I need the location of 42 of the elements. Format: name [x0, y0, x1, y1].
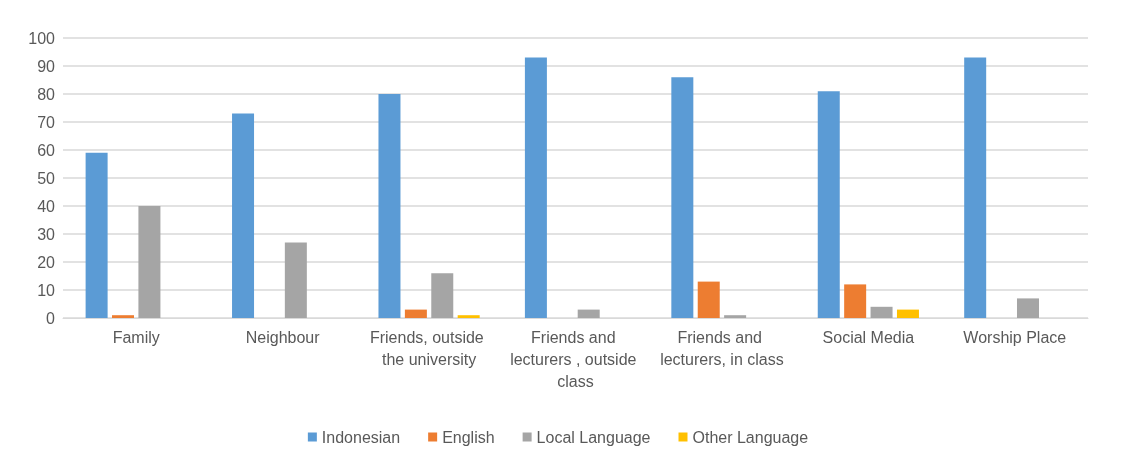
bar — [964, 57, 987, 318]
y-tick-label: 10 — [37, 281, 56, 299]
x-tick-label: Friends, outside the university — [369, 328, 489, 368]
bar — [404, 309, 427, 318]
legend-label: Indonesian — [321, 428, 401, 446]
y-tick-label: 20 — [37, 253, 56, 271]
bar — [284, 242, 307, 318]
legend-label: English — [442, 428, 495, 446]
y-tick-label: 80 — [37, 85, 56, 103]
bar — [431, 273, 454, 318]
x-tick-label: Friends and lecturers, in class — [660, 328, 784, 368]
bar — [870, 306, 893, 318]
bar — [232, 113, 255, 318]
bar — [697, 281, 720, 318]
y-tick-label: 90 — [37, 57, 56, 75]
y-tick-label: 70 — [37, 113, 56, 131]
bar — [844, 284, 867, 318]
bar — [138, 206, 161, 318]
legend-label: Other Language — [692, 428, 809, 446]
legend-label: Local Language — [536, 428, 651, 446]
x-tick-label: Friends and lecturers , outside class — [510, 328, 641, 390]
bar — [671, 77, 694, 318]
x-tick-label: Neighbour — [245, 328, 321, 346]
bar — [524, 57, 547, 318]
bar — [896, 309, 919, 318]
bar — [378, 94, 401, 318]
bar — [1016, 298, 1039, 318]
y-tick-label: 100 — [28, 29, 56, 47]
bar — [85, 152, 108, 318]
x-tick-label: Family — [112, 328, 160, 346]
bar — [817, 91, 840, 318]
y-tick-label: 0 — [46, 309, 56, 327]
y-tick-label: 60 — [37, 141, 56, 159]
bar — [457, 315, 480, 318]
bar — [112, 315, 135, 318]
y-tick-label: 40 — [37, 197, 56, 215]
x-tick-label: Social Media — [822, 328, 915, 346]
bar — [724, 315, 747, 318]
x-tick-label: Worship Place — [963, 328, 1067, 346]
bar — [577, 309, 600, 318]
y-tick-label: 50 — [37, 169, 56, 187]
y-tick-label: 30 — [37, 225, 56, 243]
